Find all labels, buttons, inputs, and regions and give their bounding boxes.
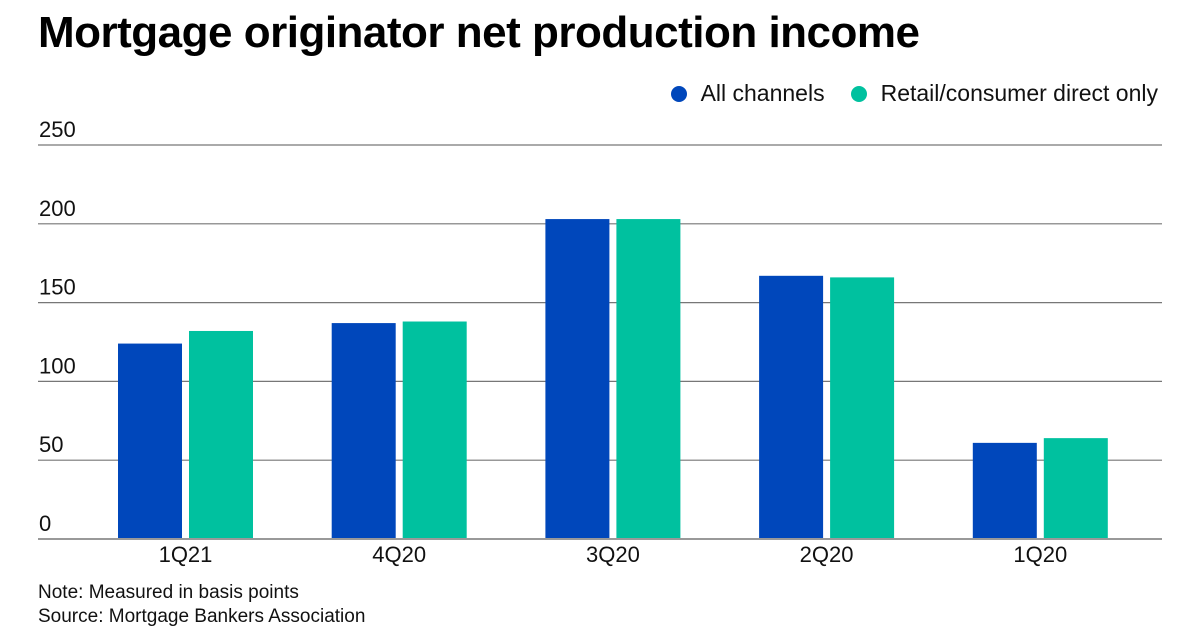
bar-4q20-retail	[402, 321, 467, 539]
bar-1q20-all-channels	[972, 442, 1037, 539]
legend-swatch-all-channels	[670, 85, 687, 102]
x-tick-label: 4Q20	[372, 542, 426, 567]
y-tick-label: 200	[39, 196, 76, 221]
y-axis-ticks: 0 50 100 150 200 250	[39, 117, 76, 536]
bar-3q20-retail	[616, 219, 681, 539]
bar-2q20-retail	[830, 277, 895, 539]
y-tick-label: 150	[39, 275, 76, 300]
source-text: Source: Mortgage Bankers Association	[38, 606, 366, 627]
legend: All channels Retail/consumer direct only	[645, 80, 1158, 107]
bar-1q21-all-channels	[118, 343, 182, 539]
y-tick-label: 0	[39, 511, 51, 536]
bar-1q21-retail	[189, 330, 253, 539]
chart-title: Mortgage originator net production incom…	[38, 8, 920, 57]
y-tick-label: 50	[39, 432, 63, 457]
x-tick-label: 2Q20	[800, 542, 854, 567]
legend-swatch-retail	[850, 85, 867, 102]
x-tick-label: 1Q20	[1013, 542, 1067, 567]
x-axis-ticks: 1Q21 4Q20 3Q20 2Q20 1Q20	[159, 542, 1068, 567]
legend-label-all-channels: All channels	[700, 80, 825, 106]
bar-1q20-retail	[1043, 438, 1108, 539]
bar-3q20-all-channels	[545, 219, 610, 539]
legend-item-all-channels: All channels	[670, 80, 825, 107]
bar-4q20-all-channels	[331, 323, 396, 539]
note-text: Note: Measured in basis points	[38, 582, 299, 603]
x-tick-label: 1Q21	[159, 542, 213, 567]
legend-item-retail: Retail/consumer direct only	[850, 80, 1158, 107]
y-tick-label: 250	[39, 117, 76, 142]
bars	[118, 219, 1108, 539]
y-tick-label: 100	[39, 353, 76, 378]
chart-notes: Note: Measured in basis points Source: M…	[38, 581, 365, 629]
x-tick-label: 3Q20	[586, 542, 640, 567]
legend-label-retail: Retail/consumer direct only	[880, 80, 1158, 106]
bar-2q20-all-channels	[759, 275, 824, 539]
